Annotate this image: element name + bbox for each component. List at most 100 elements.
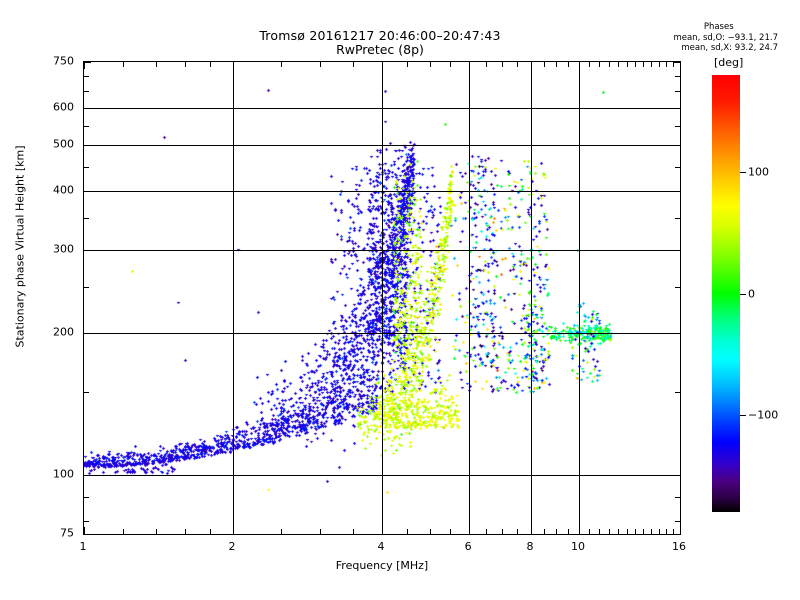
x-tick-bottom xyxy=(84,527,85,534)
y-tick-right xyxy=(675,392,680,393)
x-tick-top xyxy=(568,62,569,67)
y-tick-left xyxy=(84,108,91,109)
x-tick-top xyxy=(666,62,667,67)
x-tick-bottom xyxy=(589,529,590,534)
x-tick-bottom xyxy=(666,529,667,534)
x-tick-bottom xyxy=(635,529,636,534)
x-tick-top xyxy=(382,62,383,69)
colorbar-tick xyxy=(740,294,746,295)
x-tick-bottom xyxy=(599,529,600,534)
y-tick-right xyxy=(673,108,680,109)
x-tick-top xyxy=(430,62,431,67)
y-tick-left xyxy=(84,62,91,63)
colorbar-tick-label: 100 xyxy=(748,165,769,179)
y-tick-label: 75 xyxy=(60,526,74,540)
x-tick-bottom xyxy=(643,529,644,534)
x-axis-title: Frequency [MHz] xyxy=(335,559,429,572)
gridline-vertical xyxy=(469,62,470,534)
gridline-horizontal xyxy=(84,108,680,109)
y-tick-left xyxy=(84,392,89,393)
x-tick-top xyxy=(486,62,487,67)
gridline-horizontal xyxy=(84,475,680,476)
y-tick-right xyxy=(675,91,680,92)
x-tick-bottom xyxy=(156,529,157,534)
x-tick-top xyxy=(579,62,580,69)
x-tick-top xyxy=(450,62,451,67)
x-tick-top xyxy=(635,62,636,67)
x-tick-top xyxy=(531,62,532,69)
x-tick-top xyxy=(680,62,681,69)
y-tick-left xyxy=(84,287,89,288)
colorbar xyxy=(712,75,740,512)
gridline-horizontal xyxy=(84,191,680,192)
gridline-horizontal xyxy=(84,333,680,334)
y-tick-left xyxy=(84,475,91,476)
x-tick-top xyxy=(659,62,660,67)
x-axis-ticklabels: 1 2 4 6 8 10 16 xyxy=(80,540,687,556)
x-tick-top xyxy=(627,62,628,67)
x-tick-top xyxy=(609,62,610,67)
colorbar-tick-label: −100 xyxy=(748,408,779,422)
x-tick-bottom xyxy=(680,527,681,534)
y-tick-label: 200 xyxy=(53,325,74,339)
x-tick-top xyxy=(643,62,644,67)
x-tick-top xyxy=(673,62,674,67)
x-tick-bottom xyxy=(382,527,383,534)
gridline-vertical xyxy=(579,62,580,534)
y-tick-left xyxy=(84,250,91,251)
x-tick-bottom xyxy=(531,527,532,534)
x-tick-bottom xyxy=(556,529,557,534)
x-tick-top xyxy=(281,62,282,67)
gridline-horizontal xyxy=(84,250,680,251)
x-tick-bottom xyxy=(579,527,580,534)
gridline-horizontal xyxy=(84,145,680,146)
x-tick-top xyxy=(618,62,619,67)
y-tick-left xyxy=(84,191,91,192)
x-tick-label: 8 xyxy=(526,540,534,553)
y-tick-right xyxy=(675,497,680,498)
y-tick-right xyxy=(673,475,680,476)
x-tick-top xyxy=(123,62,124,67)
y-tick-left xyxy=(84,145,91,146)
x-tick-top xyxy=(651,62,652,67)
x-tick-bottom xyxy=(517,529,518,534)
y-tick-left xyxy=(84,167,89,168)
x-tick-bottom xyxy=(673,529,674,534)
y-tick-right xyxy=(675,76,680,77)
y-tick-right xyxy=(675,287,680,288)
x-tick-bottom xyxy=(233,527,234,534)
x-tick-top xyxy=(407,62,408,67)
x-tick-label: 16 xyxy=(672,540,686,553)
y-tick-left xyxy=(84,91,89,92)
y-tick-label: 100 xyxy=(53,467,74,481)
y-tick-right xyxy=(675,218,680,219)
y-tick-right xyxy=(675,167,680,168)
x-tick-top xyxy=(544,62,545,67)
x-tick-bottom xyxy=(123,529,124,534)
x-tick-label: 10 xyxy=(570,540,585,553)
x-tick-top xyxy=(210,62,211,67)
phase-stats-o-mode: mean, sd,O: −93.1, 21.7 xyxy=(673,32,778,43)
x-tick-bottom xyxy=(210,529,211,534)
y-tick-right xyxy=(673,191,680,192)
x-tick-bottom xyxy=(627,529,628,534)
x-tick-bottom xyxy=(486,529,487,534)
y-tick-right xyxy=(673,250,680,251)
x-tick-top xyxy=(589,62,590,67)
phase-stats-x-mode: mean, sd,X: 93.2, 24.7 xyxy=(681,43,778,53)
gridline-vertical xyxy=(531,62,532,534)
y-tick-label: 750 xyxy=(53,54,74,68)
x-tick-top xyxy=(353,62,354,67)
y-tick-right xyxy=(675,126,680,127)
x-tick-bottom xyxy=(185,529,186,534)
x-tick-bottom xyxy=(502,529,503,534)
colorbar-tick-label: 0 xyxy=(748,287,755,300)
y-tick-right xyxy=(675,521,680,522)
x-tick-top xyxy=(599,62,600,67)
colorbar-tick xyxy=(740,415,746,416)
y-tick-left xyxy=(84,333,91,334)
x-tick-bottom xyxy=(609,529,610,534)
gridline-vertical xyxy=(233,62,234,534)
x-tick-bottom xyxy=(568,529,569,534)
x-tick-bottom xyxy=(651,529,652,534)
